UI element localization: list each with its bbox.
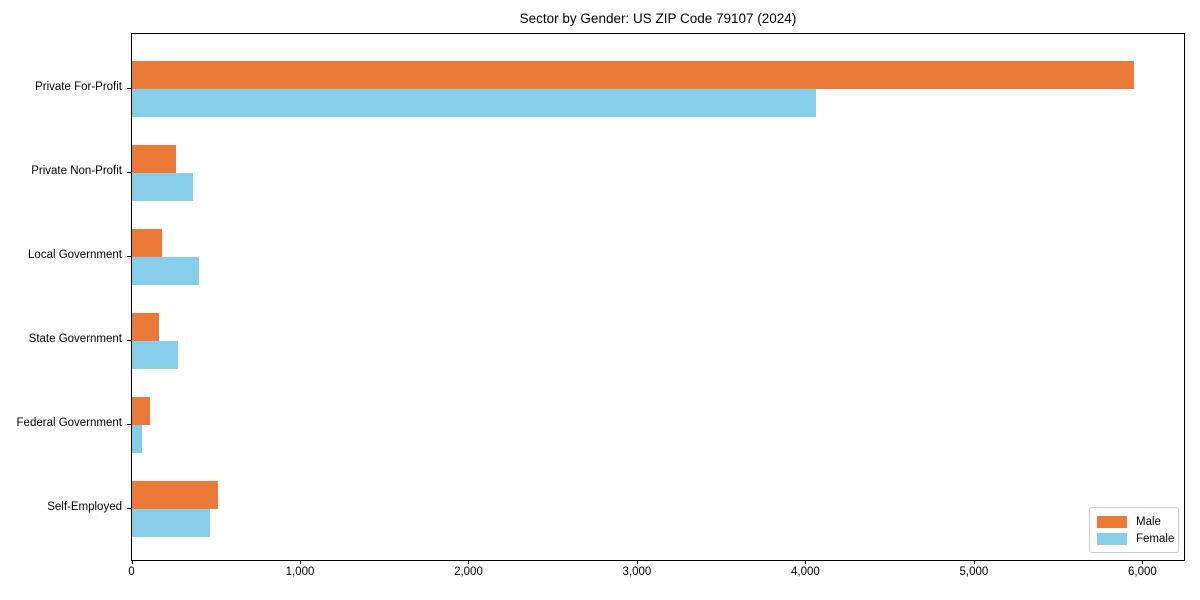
y-tick-label: Self-Employed — [47, 501, 122, 513]
x-tick-mark — [1142, 560, 1144, 564]
bar-female-6 — [132, 509, 210, 537]
bar-female-2 — [132, 173, 193, 201]
legend: Male Female — [1089, 507, 1179, 553]
bar-female-5 — [132, 425, 142, 453]
y-tick-label: State Government — [28, 333, 122, 345]
bar-female-1 — [132, 89, 816, 117]
y-tick-label: Private Non-Profit — [31, 165, 122, 177]
x-tick-mark — [299, 560, 301, 564]
legend-entry-male: Male — [1097, 513, 1171, 530]
x-tick-mark — [805, 560, 807, 564]
y-tick-mark — [126, 172, 132, 173]
x-tick-label: 4,000 — [791, 566, 820, 578]
legend-swatch-female — [1097, 532, 1127, 545]
bar-female-4 — [132, 341, 178, 369]
bar-male-5 — [132, 397, 150, 425]
x-tick-label: 6,000 — [1127, 566, 1157, 578]
x-tick-mark — [131, 560, 133, 564]
y-tick-mark — [126, 88, 132, 89]
y-tick-label: Local Government — [28, 249, 122, 261]
x-tick-label: 2,000 — [454, 566, 483, 578]
x-tick-label: 0 — [128, 566, 135, 578]
x-tick-label: 5,000 — [959, 566, 989, 578]
y-tick-mark — [126, 508, 132, 509]
y-tick-label: Private For-Profit — [35, 81, 122, 93]
plot-area — [131, 33, 1185, 561]
bar-male-1 — [132, 61, 1134, 89]
bar-male-6 — [132, 481, 218, 509]
legend-entry-female: Female — [1097, 530, 1175, 547]
x-tick-label: 1,000 — [285, 566, 315, 578]
legend-label: Male — [1136, 515, 1161, 528]
legend-swatch-male — [1097, 515, 1127, 528]
x-tick-label: 3,000 — [622, 566, 652, 578]
y-tick-label: Federal Government — [16, 417, 122, 429]
bar-male-4 — [132, 313, 159, 341]
bar-male-3 — [132, 229, 162, 257]
y-tick-mark — [126, 340, 132, 341]
chart-title: Sector by Gender: US ZIP Code 79107 (202… — [519, 11, 797, 26]
legend-label: Female — [1136, 532, 1175, 545]
x-tick-mark — [636, 560, 638, 564]
x-tick-mark — [973, 560, 975, 564]
y-tick-mark — [126, 424, 132, 425]
y-tick-mark — [126, 256, 132, 257]
bar-male-2 — [132, 145, 176, 173]
bar-female-3 — [132, 257, 199, 285]
x-tick-mark — [468, 560, 470, 564]
